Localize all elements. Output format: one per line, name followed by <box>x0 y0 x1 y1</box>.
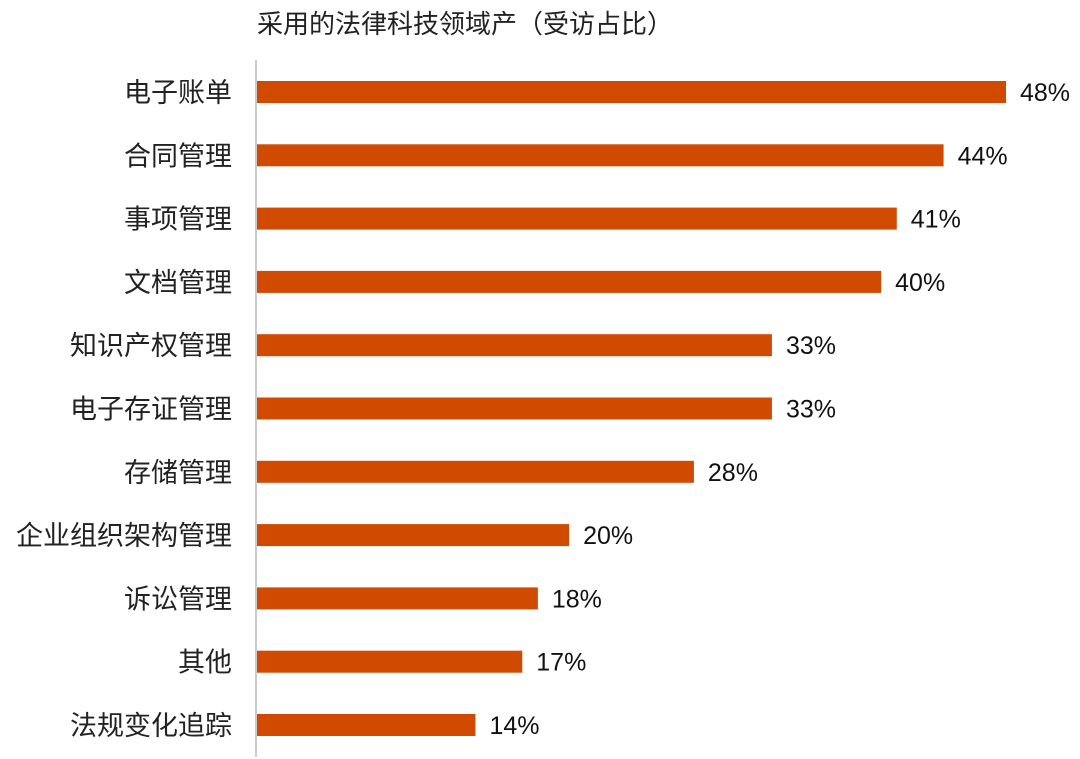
bar-3 <box>257 270 882 293</box>
category-label-5: 电子存证管理 <box>70 395 232 426</box>
bar-8 <box>257 587 538 610</box>
bar-7 <box>257 524 570 547</box>
bar-4 <box>257 334 772 357</box>
value-label-3: 40% <box>895 269 945 297</box>
value-label-1: 44% <box>958 142 1008 170</box>
value-label-8: 18% <box>552 585 602 613</box>
value-label-10: 14% <box>489 712 539 740</box>
category-label-0: 电子账单 <box>124 78 232 109</box>
category-label-6: 存储管理 <box>124 458 232 489</box>
bar-10 <box>257 714 476 736</box>
category-label-8: 诉讼管理 <box>124 584 232 615</box>
category-label-3: 文档管理 <box>124 268 232 299</box>
value-label-2: 41% <box>911 206 961 234</box>
category-label-4: 知识产权管理 <box>70 331 232 362</box>
category-label-2: 事项管理 <box>124 205 232 236</box>
bar-5 <box>257 397 772 420</box>
bar-2 <box>257 207 897 230</box>
value-label-7: 20% <box>583 522 633 550</box>
bar-6 <box>257 460 694 483</box>
bar-9 <box>257 650 523 673</box>
bar-1 <box>257 144 944 167</box>
category-label-9: 其他 <box>178 648 232 679</box>
value-label-4: 33% <box>786 332 836 360</box>
category-label-10: 法规变化追踪 <box>70 711 232 742</box>
value-label-0: 48% <box>1020 79 1070 107</box>
bar-0 <box>257 81 1006 103</box>
value-label-5: 33% <box>786 396 836 424</box>
chart-title: 采用的法律科技领域产（受访占比） <box>257 10 674 40</box>
value-label-9: 17% <box>536 649 586 677</box>
value-label-6: 28% <box>708 459 758 487</box>
category-label-7: 企业组织架构管理 <box>16 521 232 552</box>
category-label-1: 合同管理 <box>124 141 232 172</box>
